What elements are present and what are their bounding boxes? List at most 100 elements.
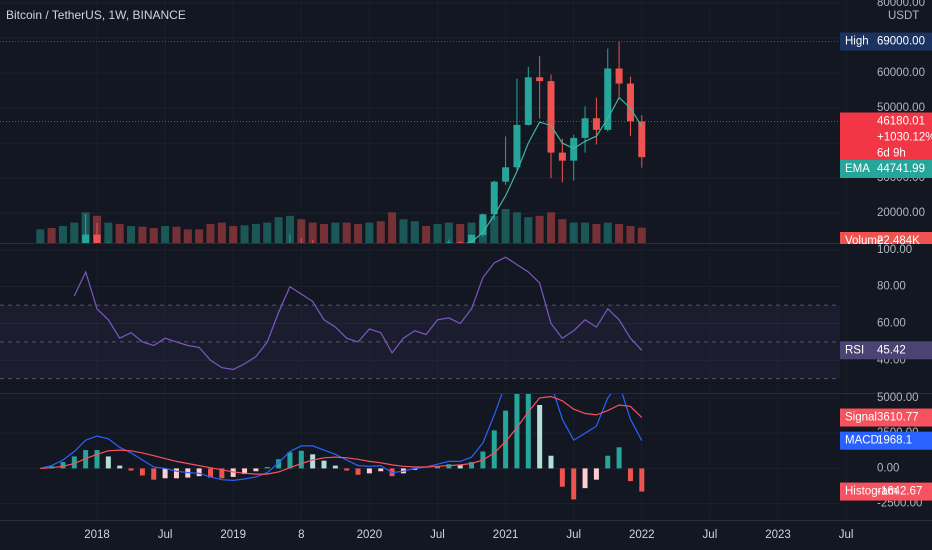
histogram-bar	[605, 455, 611, 469]
histogram-bar	[537, 404, 543, 469]
histogram-bar	[139, 468, 145, 476]
histogram-bar	[173, 468, 179, 479]
candle-body	[264, 265, 271, 269]
histogram-bar	[310, 454, 316, 469]
volume-bar	[399, 219, 408, 243]
volume-bar	[342, 222, 351, 243]
candle-body	[524, 77, 532, 125]
histogram-bar	[412, 468, 418, 470]
candle-body	[59, 261, 66, 268]
volume-bar	[229, 226, 238, 243]
candle-body	[558, 152, 566, 161]
y-tick-label: 80000.00	[877, 0, 925, 9]
histogram-bar	[276, 459, 282, 469]
volume-bar	[388, 212, 397, 243]
candle-body	[445, 242, 453, 243]
tag-label: MACD	[845, 435, 879, 447]
x-tick-label: Jul	[158, 529, 173, 541]
histogram-bar	[242, 468, 248, 475]
candle-body	[252, 269, 259, 270]
volume-bar	[410, 221, 419, 243]
candle-body	[400, 253, 407, 261]
volume-bar	[217, 222, 226, 243]
volume-bar	[547, 212, 555, 243]
y-tick-label: 5000.00	[877, 392, 919, 404]
volume-bar	[535, 215, 544, 243]
candle-body	[343, 251, 350, 257]
candle-body	[513, 124, 521, 168]
x-tick-label: 2019	[220, 529, 246, 541]
macd-pane	[40, 394, 645, 500]
histogram-bar	[219, 468, 225, 479]
candle-body	[139, 251, 146, 257]
axes: 20000.0030000.0040000.0050000.0060000.00…	[84, 0, 932, 541]
tag-value: 45.42	[877, 344, 906, 356]
volume-bar	[592, 223, 601, 243]
candle-body	[116, 247, 123, 259]
histogram-bar	[378, 468, 384, 472]
rsi-pane	[0, 256, 840, 380]
candle-body	[196, 260, 203, 261]
price-tag	[840, 112, 932, 161]
volume-bar	[467, 222, 476, 243]
histogram-bar	[616, 447, 622, 469]
histogram-bar	[491, 430, 497, 469]
volume-bar	[206, 223, 215, 243]
x-tick-label: 2022	[629, 529, 655, 541]
volume-bar	[297, 219, 306, 243]
candle-body	[207, 261, 214, 269]
candle-body	[275, 253, 282, 265]
volume-bar	[444, 222, 453, 243]
tag-value: 46180.01	[877, 116, 925, 128]
y-tick-label: 20000.00	[877, 207, 925, 219]
unit-label: USDT	[888, 10, 919, 22]
y-tick-label: 60000.00	[877, 67, 925, 79]
histogram-bar	[627, 468, 633, 482]
histogram-bar	[503, 410, 509, 469]
tag-label: Volume	[845, 235, 883, 247]
volume-bar	[70, 222, 79, 243]
histogram-bar	[60, 462, 66, 469]
histogram-bar	[366, 468, 372, 474]
candle-body	[173, 256, 180, 258]
histogram-bar	[435, 466, 440, 469]
candle-body	[490, 181, 498, 215]
histogram-bar	[548, 455, 554, 469]
volume-bar	[183, 229, 192, 243]
histogram-bar	[151, 468, 157, 480]
candle-body	[389, 253, 396, 261]
volume-bar	[433, 223, 442, 243]
volume-bar	[422, 226, 431, 243]
volume-bar	[512, 212, 521, 243]
tag-label: EMA	[845, 163, 870, 175]
tag-label: RSI	[845, 344, 864, 356]
histogram-bar	[355, 468, 361, 475]
price-tag	[840, 431, 932, 450]
histogram-bar	[593, 468, 599, 480]
price-tag	[840, 32, 932, 51]
chart-title: Bitcoin / TetherUS, 1W, BINANCE	[6, 8, 186, 22]
candle-body	[536, 77, 544, 82]
histogram-bar	[287, 452, 293, 469]
tag-value: 22.484K	[877, 235, 920, 247]
volume-bar	[127, 226, 136, 243]
candle-body	[48, 267, 55, 268]
histogram-bar	[94, 450, 100, 469]
volume-bar	[626, 226, 635, 243]
volume-bar	[172, 226, 181, 243]
volume-bar	[615, 223, 624, 243]
histogram-bar	[582, 468, 588, 489]
x-tick-label: 2020	[357, 529, 383, 541]
x-tick-label: Jul	[566, 529, 581, 541]
tag-value: 6d 9h	[877, 148, 906, 160]
tag-label: Signal	[845, 412, 877, 424]
volume-bar	[274, 217, 283, 243]
candle-body	[218, 269, 225, 270]
volume-bar	[524, 217, 533, 243]
histogram-bar	[298, 450, 304, 469]
volume-bar	[354, 223, 363, 243]
tag-label: Histogram	[845, 486, 897, 498]
volume-bar	[47, 228, 56, 243]
volume-bar	[637, 227, 646, 243]
